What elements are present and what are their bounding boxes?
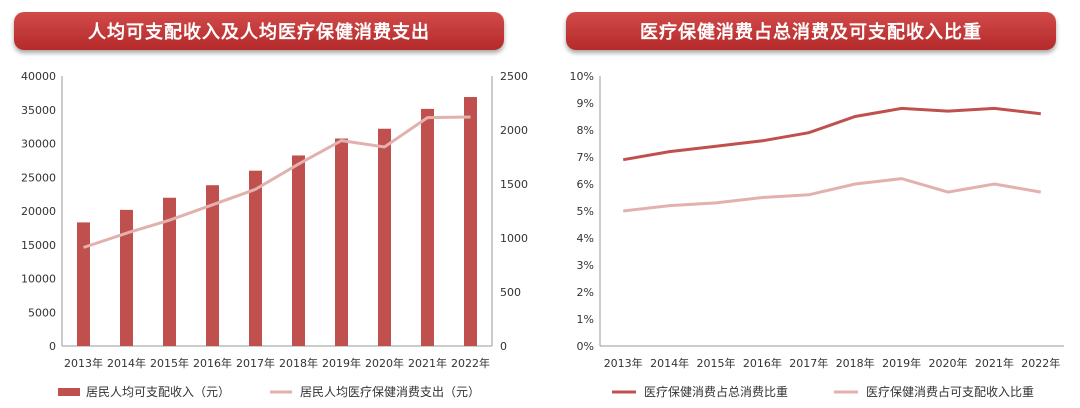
- left-y-tick-label: 20000: [21, 205, 56, 218]
- x-tick-label: 2021年: [408, 356, 447, 370]
- income-bar: [464, 97, 477, 346]
- x-tick-label: 2013年: [64, 356, 103, 370]
- x-tick-label: 2016年: [193, 356, 232, 370]
- x-tick-label: 2022年: [451, 356, 490, 370]
- x-tick-label: 2020年: [365, 356, 404, 370]
- right-y-tick-label: 1500: [500, 178, 528, 191]
- legend-line-label: 居民人均医疗保健消费支出（元）: [300, 385, 480, 399]
- y-tick-label: 0%: [577, 340, 594, 353]
- income-bar: [292, 155, 305, 346]
- income-bar: [120, 209, 133, 346]
- x-tick-label: 2017年: [789, 356, 828, 370]
- left-y-tick-label: 10000: [21, 273, 56, 286]
- y-tick-label: 6%: [577, 178, 594, 191]
- legend-line-label: 医疗保健消费占可支配收入比重: [866, 384, 1034, 399]
- legend-bar-swatch: [58, 388, 80, 396]
- income-bar: [335, 138, 348, 346]
- y-tick-label: 7%: [577, 151, 594, 164]
- x-tick-label: 2022年: [1021, 356, 1060, 370]
- y-tick-label: 5%: [577, 205, 594, 218]
- y-tick-label: 4%: [577, 232, 594, 245]
- income-bar: [206, 185, 219, 346]
- right-y-tick-label: 500: [500, 286, 521, 299]
- income-bar: [421, 108, 434, 346]
- income-bar: [163, 197, 176, 346]
- y-tick-label: 10%: [570, 70, 594, 83]
- x-tick-label: 2018年: [279, 356, 318, 370]
- x-tick-label: 2014年: [650, 356, 689, 370]
- x-tick-label: 2016年: [743, 356, 782, 370]
- x-tick-label: 2019年: [882, 356, 921, 370]
- income-bar: [249, 170, 262, 346]
- x-tick-label: 2017年: [236, 356, 275, 370]
- income-expenditure-chart: 0500010000150002000025000300003500040000…: [21, 70, 528, 399]
- share-of-consumption-line: [622, 106, 1041, 162]
- x-tick-label: 2021年: [975, 356, 1014, 370]
- right-y-tick-label: 0: [500, 340, 507, 353]
- left-chart-title: 人均可支配收入及人均医疗保健消费支出: [14, 12, 504, 50]
- x-tick-label: 2015年: [697, 356, 736, 370]
- y-tick-label: 3%: [577, 259, 594, 272]
- share-of-income-line: [623, 177, 1042, 213]
- x-tick-label: 2015年: [150, 356, 189, 370]
- right-chart-title: 医疗保健消费占总消费及可支配收入比重: [566, 12, 1056, 50]
- right-y-tick-label: 2000: [500, 124, 528, 137]
- income-bar: [378, 128, 391, 346]
- left-y-tick-label: 40000: [21, 70, 56, 83]
- left-y-tick-label: 5000: [28, 306, 56, 319]
- x-tick-label: 2018年: [836, 356, 875, 370]
- left-y-tick-label: 30000: [21, 138, 56, 151]
- y-tick-label: 1%: [577, 313, 594, 326]
- y-tick-label: 8%: [577, 124, 594, 137]
- income-bar: [77, 222, 90, 346]
- health-spending-line: [83, 115, 471, 249]
- legend-line-label: 医疗保健消费占总消费比重: [644, 384, 788, 399]
- legend-bar-label: 居民人均可支配收入（元）: [86, 385, 230, 399]
- left-y-tick-label: 35000: [21, 104, 56, 117]
- right-y-tick-label: 1000: [500, 232, 528, 245]
- left-y-tick-label: 15000: [21, 239, 56, 252]
- x-tick-label: 2019年: [322, 356, 361, 370]
- x-tick-label: 2020年: [929, 356, 968, 370]
- x-tick-label: 2014年: [107, 356, 146, 370]
- y-tick-label: 9%: [577, 97, 594, 110]
- left-y-tick-label: 25000: [21, 171, 56, 184]
- y-tick-label: 2%: [577, 286, 594, 299]
- right-y-tick-label: 2500: [500, 70, 528, 83]
- left-y-tick-label: 0: [49, 340, 56, 353]
- x-tick-label: 2013年: [604, 356, 643, 370]
